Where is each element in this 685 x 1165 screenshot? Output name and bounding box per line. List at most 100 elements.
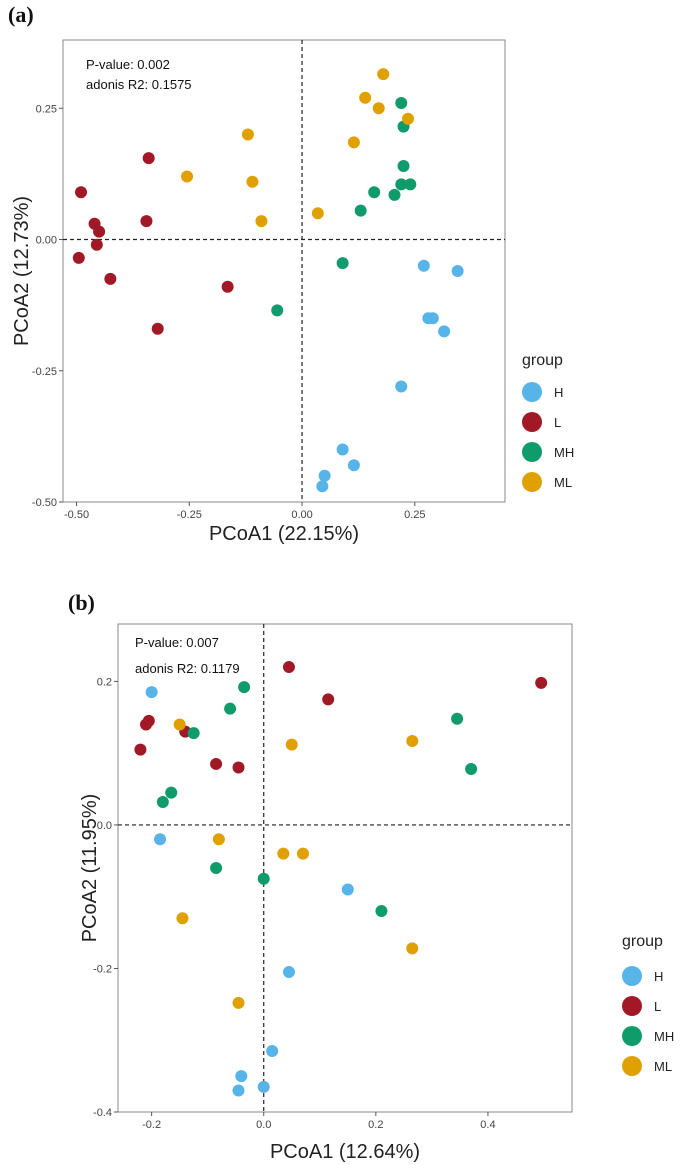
point-l: [90, 238, 103, 251]
point-l: [232, 761, 245, 774]
point-ml: [173, 718, 186, 731]
point-ml: [212, 833, 225, 846]
x-tick-label: -0.50: [64, 509, 89, 521]
point-mh: [210, 862, 223, 874]
point-mh: [368, 186, 381, 199]
point-l: [140, 718, 153, 731]
x-tick-label: 0.4: [480, 1119, 495, 1131]
point-mh: [238, 681, 251, 694]
plot-frame: [117, 623, 573, 1113]
point-l: [142, 152, 155, 165]
legend-label-l: L: [654, 999, 661, 1014]
chart-panel-b: (b) -0.2 0.0 0.2 0.4 0.2 0.0 -0.2 -0.4 PCoA1 (12.…: [68, 590, 674, 1163]
point-h: [235, 1070, 248, 1083]
y-tick-label: 0.2: [97, 676, 112, 688]
point-h: [336, 443, 349, 456]
y-tick-label: 0.00: [36, 235, 57, 247]
legend-marker-l: [622, 996, 642, 1016]
point-ml: [181, 170, 194, 183]
point-ml: [296, 847, 309, 860]
x-tick-label: 0.25: [404, 509, 425, 521]
point-ml: [359, 91, 372, 104]
point-h: [145, 686, 158, 699]
point-ml: [285, 738, 298, 751]
point-mh: [156, 795, 169, 808]
point-h: [282, 966, 295, 979]
stat-annotation: adonis R2: 0.1575: [86, 77, 192, 92]
x-axis-title: PCoA1 (22.15%): [209, 523, 359, 545]
legend-title: group: [522, 352, 563, 369]
point-ml: [372, 102, 385, 115]
point-l: [151, 322, 164, 335]
x-tick-label: 0.2: [368, 1119, 383, 1131]
point-h: [395, 380, 408, 393]
legend-marker-h: [522, 382, 542, 402]
point-h: [232, 1084, 245, 1097]
stat-annotation: adonis R2: 0.1179: [135, 661, 240, 676]
point-ml: [176, 912, 189, 925]
y-axis-title: PCoA2 (12.73%): [11, 196, 33, 346]
point-ml: [311, 207, 324, 220]
x-tick-label: 0.00: [291, 509, 312, 521]
point-mh: [451, 712, 464, 725]
legend-title: group: [622, 933, 663, 950]
y-tick-label: 0.25: [36, 103, 57, 115]
legend-label-l: L: [554, 415, 561, 430]
point-ml: [232, 996, 245, 1009]
legend-label-mh: MH: [554, 445, 574, 460]
legend-label-h: H: [654, 969, 663, 984]
y-tick-label: -0.4: [93, 1107, 112, 1119]
point-ml: [255, 215, 268, 228]
point-mh: [271, 304, 284, 317]
plot-frame: [62, 39, 506, 503]
legend-label-h: H: [554, 385, 563, 400]
point-mh: [397, 160, 410, 172]
panel-label: (a): [8, 2, 34, 27]
point-mh: [187, 727, 200, 740]
point-h: [341, 883, 354, 896]
point-mh: [165, 786, 178, 799]
point-l: [535, 676, 548, 689]
point-mh: [404, 178, 417, 191]
point-ml: [377, 68, 390, 81]
x-axis-title: PCoA1 (12.64%): [270, 1141, 420, 1163]
point-mh: [388, 188, 401, 201]
x-tick-label: -0.2: [142, 1119, 161, 1131]
point-mh: [375, 905, 388, 918]
point-mh: [395, 97, 408, 109]
y-axis-title: PCoA2 (11.95%): [79, 794, 101, 943]
stat-annotation: P-value: 0.002: [86, 57, 170, 72]
point-l: [134, 743, 147, 756]
x-tick-label: -0.25: [177, 509, 202, 521]
point-h: [347, 459, 360, 472]
stat-annotation: P-value: 0.007: [135, 635, 219, 650]
legend-marker-mh: [522, 442, 542, 462]
point-mh: [224, 702, 237, 715]
x-tick-label: 0.0: [256, 1119, 271, 1131]
point-h: [438, 325, 451, 338]
legend-marker-h: [622, 966, 642, 986]
point-l: [210, 757, 223, 770]
y-tick-label: 0.0: [97, 820, 112, 832]
point-l: [322, 693, 335, 706]
point-h: [266, 1045, 279, 1057]
legend-marker-ml: [522, 472, 542, 492]
point-l: [221, 280, 234, 293]
point-ml: [406, 734, 419, 747]
point-ml: [406, 942, 419, 955]
legend-marker-l: [522, 412, 542, 432]
point-mh: [395, 178, 408, 191]
point-l: [72, 251, 85, 264]
point-h: [451, 265, 464, 277]
point-l: [140, 215, 153, 228]
point-l: [93, 225, 106, 238]
point-h: [318, 469, 331, 482]
point-ml: [277, 847, 290, 860]
panel-label: (b): [68, 590, 95, 615]
point-ml: [402, 112, 415, 125]
point-ml: [241, 128, 254, 141]
point-mh: [354, 204, 367, 217]
y-tick-label: -0.50: [32, 497, 57, 509]
point-l: [75, 186, 88, 199]
